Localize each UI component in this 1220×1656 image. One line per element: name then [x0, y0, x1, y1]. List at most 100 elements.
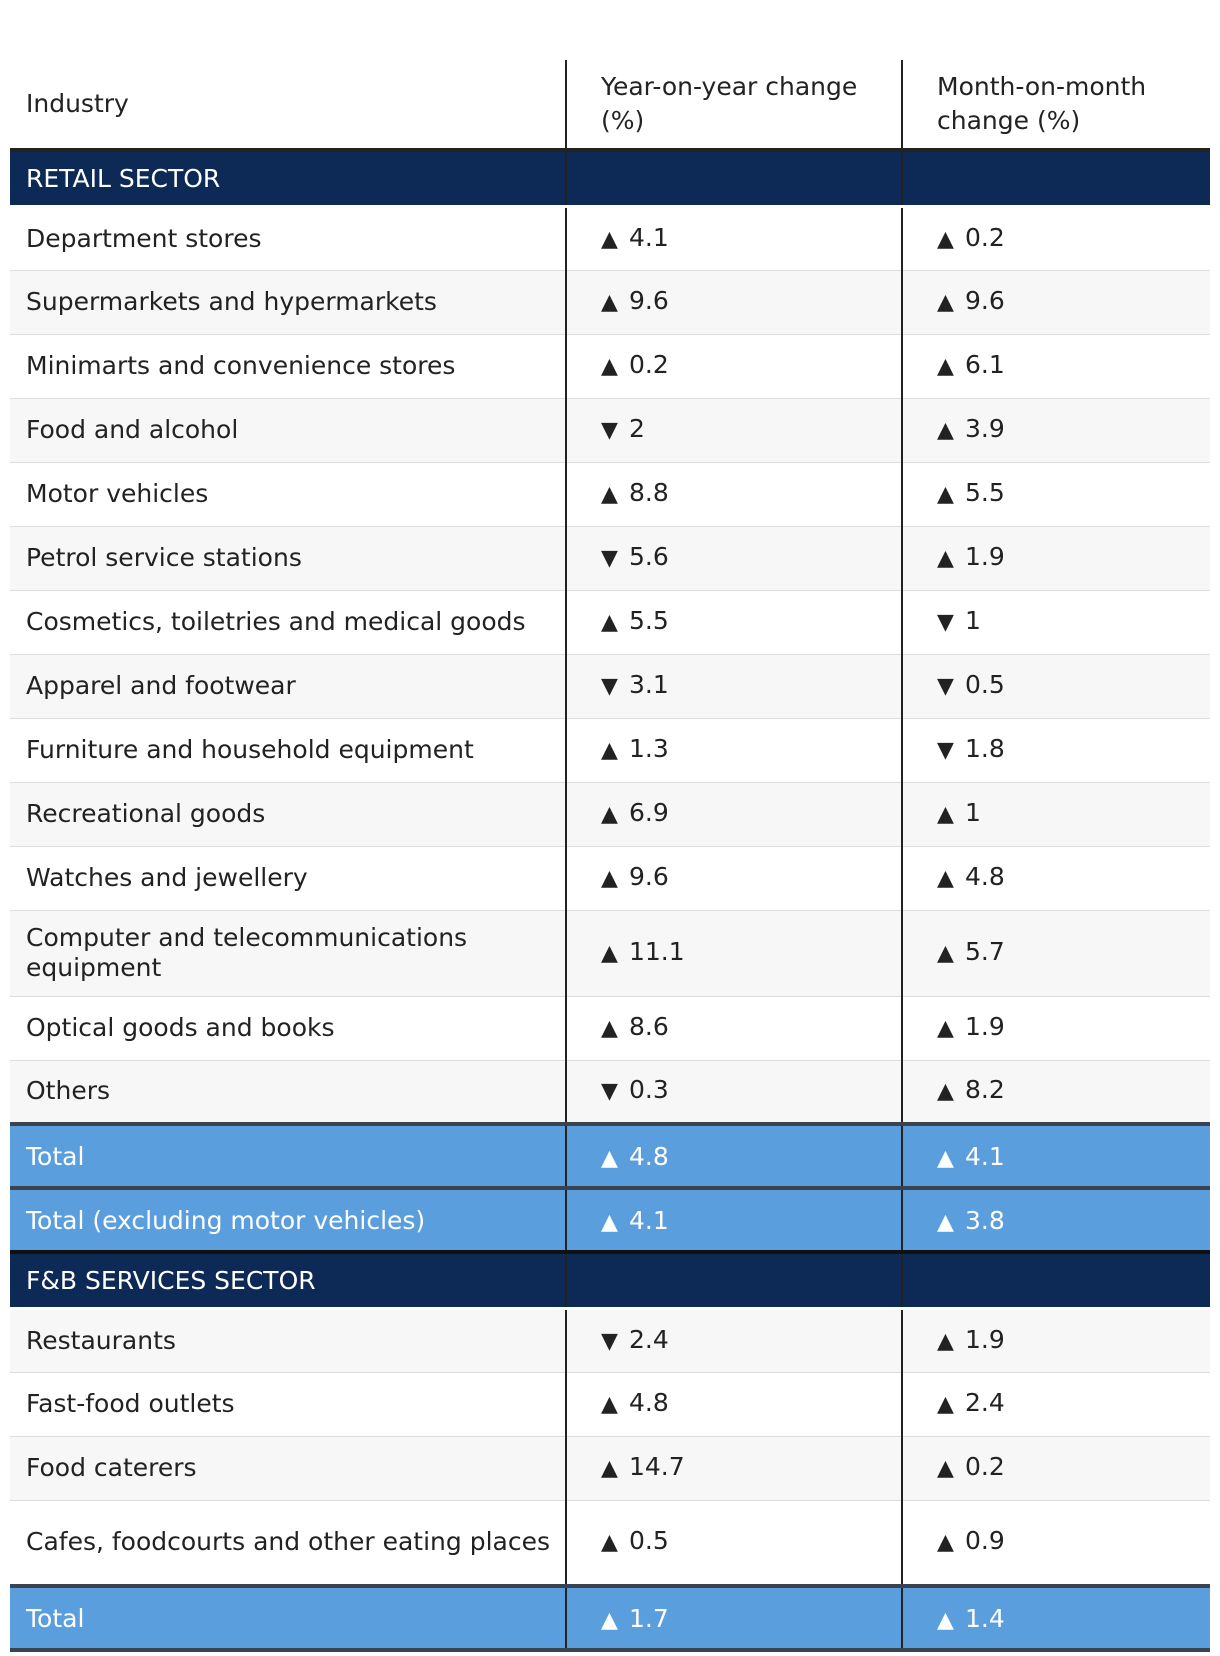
row-mom-cell: ▼ 1.8	[901, 718, 1210, 783]
row-yoy-cell: ▲ 4.8	[565, 1372, 902, 1437]
total-yoy-cell: ▲ 1.7	[565, 1584, 902, 1652]
triangle-down-icon: ▼	[601, 546, 618, 571]
mom-value: 4.8	[965, 862, 1005, 891]
row-yoy-cell: ▲ 14.7	[565, 1436, 902, 1501]
triangle-up-icon: ▲	[601, 290, 618, 315]
industry-cell: Watches and jewellery	[10, 846, 566, 911]
total-row: Total ▲ 1.7 ▲ 1.4	[10, 1584, 1210, 1652]
mom-value: 1	[965, 606, 981, 635]
table-row: Petrol service stations ▼ 5.6 ▲ 1.9	[10, 526, 1210, 591]
industry-cell: Fast-food outlets	[10, 1372, 566, 1437]
industry-cell: Supermarkets and hypermarkets	[10, 270, 566, 335]
column-header-industry: Industry	[10, 60, 566, 152]
total-mom-cell: ▲ 1.4	[901, 1584, 1210, 1652]
total-yoy-cell: ▲ 4.1	[565, 1186, 902, 1252]
total-row: Total (excluding motor vehicles) ▲ 4.1 ▲ 3.8	[10, 1186, 1210, 1252]
sales-change-table: Industry Year-on-year change (%) Month-o…	[10, 60, 1210, 1652]
mom-value: 0.9	[965, 1526, 1005, 1556]
mom-value: 0.2	[965, 1452, 1005, 1481]
yoy-value: 0.3	[629, 1075, 669, 1105]
triangle-up-icon: ▲	[601, 866, 618, 891]
column-header-mom: Month-on-month change (%)	[901, 60, 1210, 152]
yoy-value: 2.4	[629, 1324, 669, 1354]
mom-value: 3.9	[965, 414, 1005, 443]
industry-cell: Food caterers	[10, 1436, 566, 1501]
triangle-down-icon: ▼	[601, 674, 618, 699]
yoy-value: 4.8	[629, 1388, 669, 1417]
mom-value: 1.9	[965, 1012, 1005, 1041]
row-mom-cell: ▲ 4.8	[901, 846, 1210, 911]
triangle-up-icon: ▲	[601, 802, 618, 827]
total-row: Total ▲ 4.8 ▲ 4.1	[10, 1122, 1210, 1188]
yoy-value: 11.1	[629, 937, 685, 966]
section-title: F&B SERVICES SECTOR	[10, 1250, 566, 1310]
table-row: Fast-food outlets ▲ 4.8 ▲ 2.4	[10, 1372, 1210, 1437]
industry-cell: Apparel and footwear	[10, 654, 566, 719]
industry-cell: Petrol service stations	[10, 526, 566, 591]
yoy-value: 14.7	[629, 1452, 685, 1481]
mom-value: 1.9	[965, 542, 1005, 571]
triangle-up-icon: ▲	[937, 1079, 954, 1105]
mom-value: 5.7	[965, 937, 1005, 966]
table-row: Others ▼ 0.3 ▲ 8.2	[10, 1060, 1210, 1125]
industry-cell: Department stores	[10, 206, 566, 271]
industry-cell: Food and alcohol	[10, 398, 566, 463]
total-yoy-cell: ▲ 4.8	[565, 1122, 902, 1188]
section-header-row: F&B SERVICES SECTOR	[10, 1250, 1210, 1310]
table-row: Apparel and footwear ▼ 3.1 ▼ 0.5	[10, 654, 1210, 719]
triangle-up-icon: ▲	[601, 1016, 618, 1041]
row-mom-cell: ▲ 0.2	[901, 206, 1210, 271]
mom-value: 0.5	[965, 670, 1005, 699]
yoy-value: 5.6	[629, 542, 669, 571]
yoy-value: 3.1	[629, 670, 669, 699]
industry-cell: Motor vehicles	[10, 462, 566, 527]
mom-value: 1.9	[965, 1324, 1005, 1354]
triangle-up-icon: ▲	[937, 1209, 954, 1235]
triangle-up-icon: ▲	[601, 1607, 618, 1633]
table-row: Department stores ▲ 4.1 ▲ 0.2	[10, 206, 1210, 271]
triangle-up-icon: ▲	[601, 1456, 618, 1481]
triangle-up-icon: ▲	[937, 1016, 954, 1041]
row-yoy-cell: ▲ 0.5	[565, 1500, 902, 1587]
row-yoy-cell: ▲ 8.6	[565, 996, 902, 1061]
yoy-value: 4.1	[629, 1205, 669, 1235]
row-yoy-cell: ▲ 5.5	[565, 590, 902, 655]
yoy-value: 1.3	[629, 734, 669, 763]
yoy-value: 9.6	[629, 862, 669, 891]
row-mom-cell: ▲ 0.9	[901, 1500, 1210, 1587]
table-row: Food and alcohol ▼ 2 ▲ 3.9	[10, 398, 1210, 463]
yoy-value: 5.5	[629, 606, 669, 635]
table-row: Computer and telecommunications equipmen…	[10, 910, 1210, 997]
row-yoy-cell: ▲ 8.8	[565, 462, 902, 527]
triangle-up-icon: ▲	[601, 1145, 618, 1171]
row-yoy-cell: ▼ 0.3	[565, 1060, 902, 1125]
section-title: RETAIL SECTOR	[10, 148, 566, 208]
triangle-down-icon: ▼	[937, 674, 954, 699]
table-row: Restaurants ▼ 2.4 ▲ 1.9	[10, 1308, 1210, 1373]
industry-cell: Others	[10, 1060, 566, 1125]
mom-value: 5.5	[965, 478, 1005, 507]
total-mom-cell: ▲ 3.8	[901, 1186, 1210, 1252]
yoy-value: 0.5	[629, 1526, 669, 1556]
triangle-up-icon: ▲	[601, 482, 618, 507]
table-row: Cosmetics, toiletries and medical goods ▲…	[10, 590, 1210, 655]
header-row: Industry Year-on-year change (%) Month-o…	[10, 60, 1210, 152]
industry-cell: Cosmetics, toiletries and medical goods	[10, 590, 566, 655]
industry-cell: Optical goods and books	[10, 996, 566, 1061]
triangle-up-icon: ▲	[601, 941, 618, 966]
yoy-value: 1.7	[629, 1603, 669, 1633]
row-yoy-cell: ▼ 2	[565, 398, 902, 463]
table-row: Minimarts and convenience stores ▲ 0.2 ▲ 6.1	[10, 334, 1210, 399]
triangle-up-icon: ▲	[937, 1145, 954, 1171]
triangle-up-icon: ▲	[937, 418, 954, 443]
triangle-up-icon: ▲	[937, 866, 954, 891]
triangle-up-icon: ▲	[937, 354, 954, 379]
row-yoy-cell: ▲ 11.1	[565, 910, 902, 997]
triangle-up-icon: ▲	[937, 1530, 954, 1556]
triangle-up-icon: ▲	[937, 1607, 954, 1633]
triangle-up-icon: ▲	[937, 290, 954, 315]
table-row: Cafes, foodcourts and other eating place…	[10, 1500, 1210, 1587]
table-row: Optical goods and books ▲ 8.6 ▲ 1.9	[10, 996, 1210, 1061]
table-row: Watches and jewellery ▲ 9.6 ▲ 4.8	[10, 846, 1210, 911]
mom-value: 3.8	[965, 1205, 1005, 1235]
